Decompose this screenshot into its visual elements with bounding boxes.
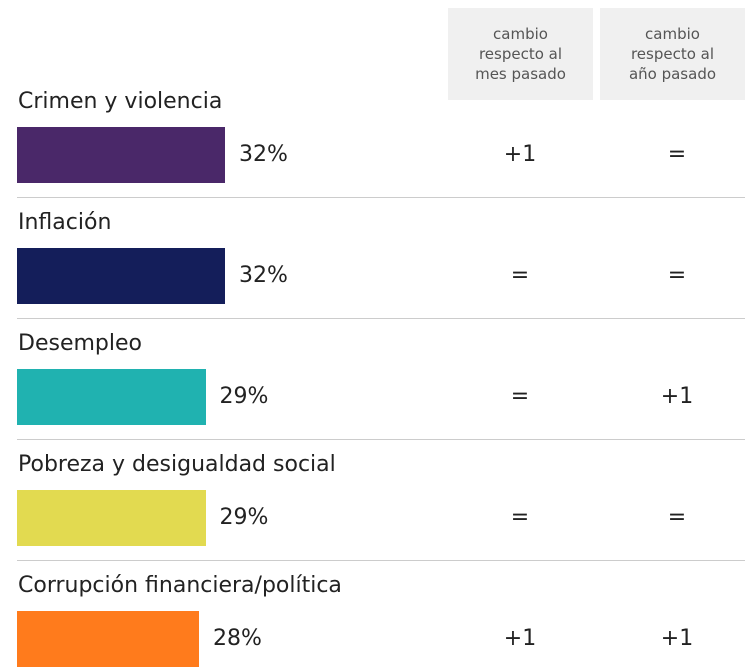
- bar: [17, 248, 225, 304]
- change-value: =: [510, 263, 530, 288]
- column-header: cambio respecto al año pasado: [600, 8, 745, 100]
- change-value: +1: [503, 626, 537, 651]
- change-value: =: [667, 142, 687, 167]
- category-label: Pobreza y desigualdad social: [18, 452, 336, 477]
- column-header: cambio respecto al mes pasado: [448, 8, 593, 100]
- change-value: =: [510, 384, 530, 409]
- bar: [17, 127, 225, 183]
- bar: [17, 369, 206, 425]
- change-value: =: [667, 505, 687, 530]
- row-separator: [17, 439, 745, 440]
- value-label: 28%: [213, 626, 262, 651]
- row-separator: [17, 560, 745, 561]
- change-value: =: [667, 263, 687, 288]
- value-label: 29%: [219, 505, 269, 530]
- value-label: 32%: [239, 142, 288, 167]
- row-separator: [17, 318, 745, 319]
- category-label: Crimen y violencia: [18, 89, 223, 114]
- category-label: Desempleo: [18, 331, 142, 356]
- value-label: 32%: [239, 263, 288, 288]
- category-label: Inflación: [18, 210, 112, 235]
- value-label: 29%: [219, 384, 269, 409]
- change-value: +1: [660, 384, 694, 409]
- bar: [17, 611, 199, 667]
- row-separator: [17, 197, 745, 198]
- category-label: Corrupción financiera/política: [18, 573, 342, 598]
- bar: [17, 490, 206, 546]
- change-value: +1: [660, 626, 694, 651]
- change-value: +1: [503, 142, 537, 167]
- change-value: =: [510, 505, 530, 530]
